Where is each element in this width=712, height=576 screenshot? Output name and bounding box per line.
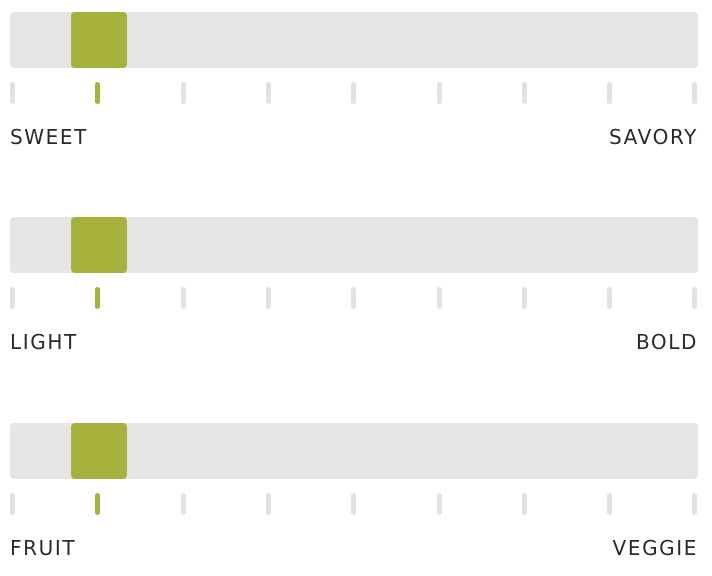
tick-mark[interactable]: [266, 287, 271, 309]
tick-mark[interactable]: [181, 493, 186, 515]
slider-track[interactable]: [10, 423, 698, 479]
tick-mark[interactable]: [10, 287, 15, 309]
tick-mark[interactable]: [181, 82, 186, 104]
tick-mark[interactable]: [692, 82, 697, 104]
slider-track[interactable]: [10, 217, 698, 273]
tick-mark[interactable]: [10, 82, 15, 104]
right-label: BOLD: [635, 330, 698, 354]
tick-mark[interactable]: [522, 493, 527, 515]
tick-mark[interactable]: [692, 493, 697, 515]
slider-track[interactable]: [10, 12, 698, 68]
tick-mark[interactable]: [95, 82, 100, 104]
slider-sweet-savory[interactable]: SWEET SAVORY: [10, 12, 698, 162]
tick-mark[interactable]: [437, 82, 442, 104]
tick-mark[interactable]: [351, 493, 356, 515]
tick-mark[interactable]: [607, 287, 612, 309]
slider-thumb[interactable]: [71, 423, 127, 479]
tick-mark[interactable]: [266, 493, 271, 515]
tick-mark[interactable]: [522, 287, 527, 309]
tick-mark[interactable]: [692, 287, 697, 309]
tick-mark[interactable]: [181, 287, 186, 309]
tick-mark[interactable]: [522, 82, 527, 104]
tick-mark[interactable]: [10, 493, 15, 515]
right-label: VEGGIE: [612, 536, 698, 560]
left-label: FRUIT: [10, 536, 77, 560]
slider-light-bold[interactable]: LIGHT BOLD: [10, 217, 698, 367]
tick-mark[interactable]: [95, 493, 100, 515]
tick-mark[interactable]: [437, 287, 442, 309]
tick-mark[interactable]: [351, 287, 356, 309]
tick-mark[interactable]: [607, 493, 612, 515]
slider-thumb[interactable]: [71, 12, 127, 68]
slider-thumb[interactable]: [71, 217, 127, 273]
tick-mark[interactable]: [351, 82, 356, 104]
tick-mark[interactable]: [95, 287, 100, 309]
tick-mark[interactable]: [266, 82, 271, 104]
tick-mark[interactable]: [607, 82, 612, 104]
tick-mark[interactable]: [437, 493, 442, 515]
left-label: SWEET: [10, 125, 88, 149]
right-label: SAVORY: [609, 125, 698, 149]
slider-fruit-veggie[interactable]: FRUIT VEGGIE: [10, 423, 698, 573]
left-label: LIGHT: [10, 330, 78, 354]
